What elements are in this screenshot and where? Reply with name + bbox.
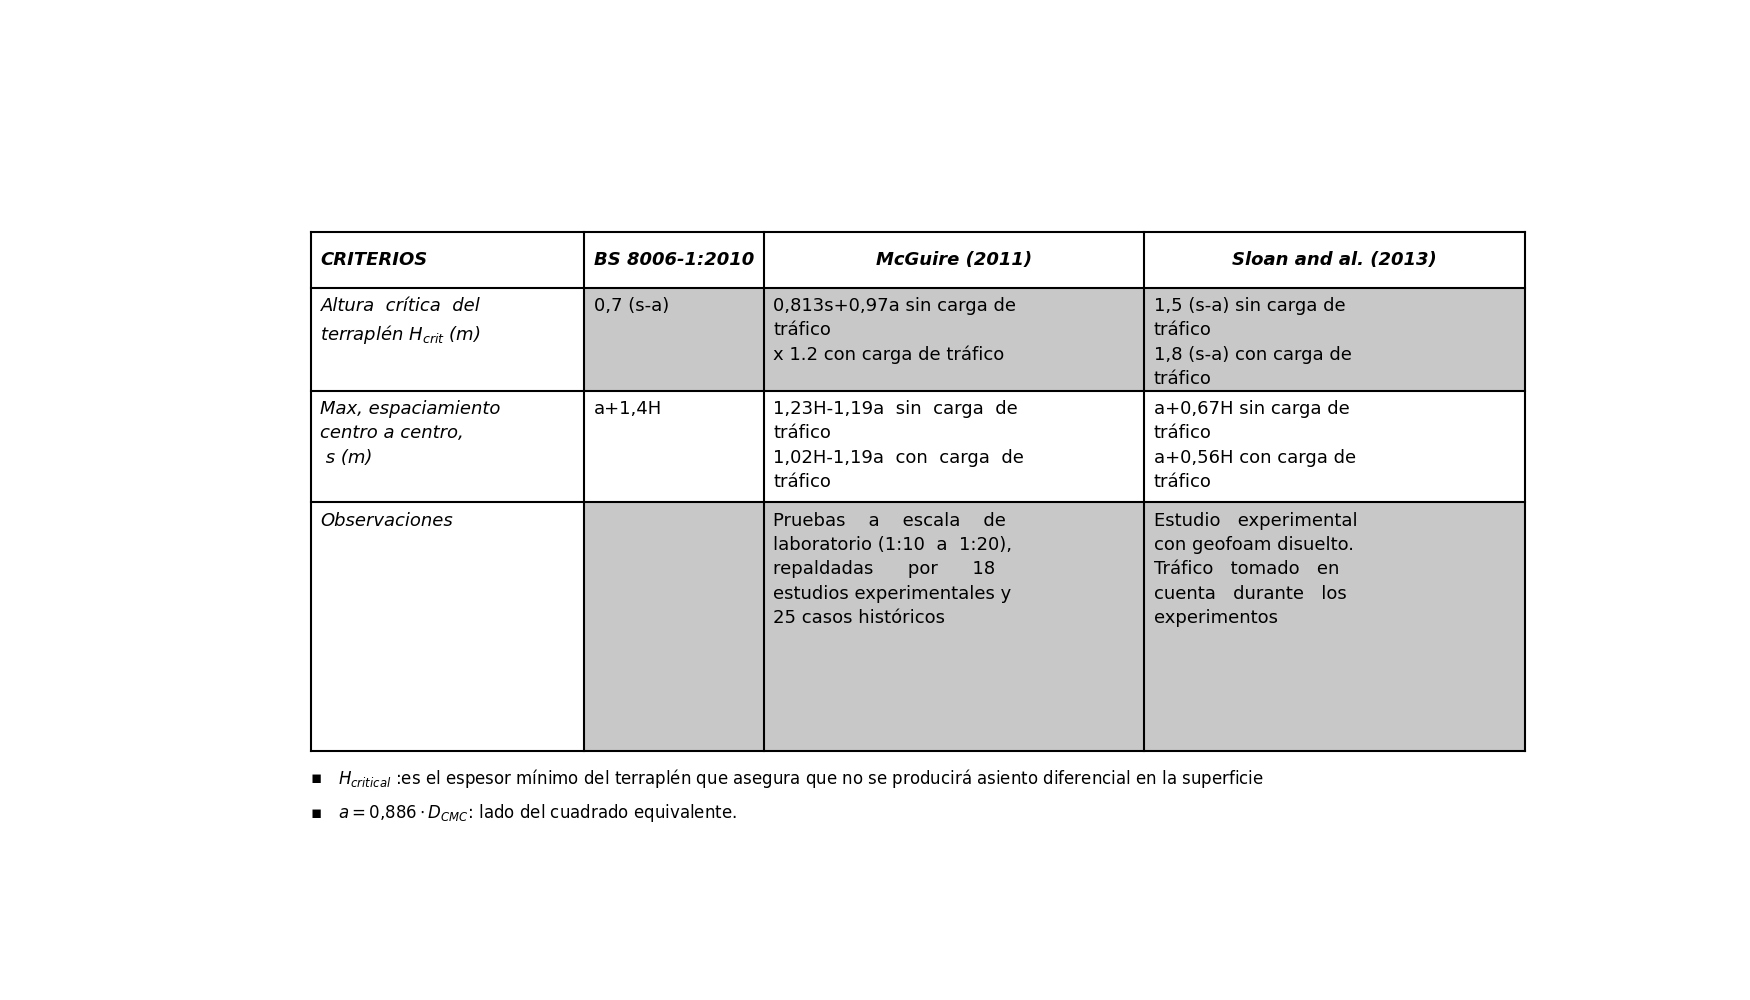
Bar (1144, 232, 1524, 288)
Text: Max, espaciamiento
centro a centro,
 s (m): Max, espaciamiento centro a centro, s (m… (320, 400, 500, 467)
Text: ▪: ▪ (312, 769, 322, 787)
Bar (312, 391, 584, 502)
Text: McGuire (2011): McGuire (2011) (877, 251, 1032, 269)
Text: $H_{critical}$ :es el espesor mínimo del terraplén que asegura que no se produci: $H_{critical}$ :es el espesor mínimo del… (338, 767, 1264, 790)
Bar (584, 232, 763, 288)
Text: 0,7 (s-a): 0,7 (s-a) (593, 297, 668, 315)
Bar (1144, 391, 1524, 502)
Text: 0,813s+0,97a sin carga de
tráfico
x 1.2 con carga de tráfico: 0,813s+0,97a sin carga de tráfico x 1.2 … (774, 297, 1017, 364)
Bar (584, 502, 763, 751)
Text: 1,5 (s-a) sin carga de
tráfico
1,8 (s-a) con carga de
tráfico: 1,5 (s-a) sin carga de tráfico 1,8 (s-a)… (1153, 297, 1351, 388)
Text: CRITERIOS: CRITERIOS (320, 251, 427, 269)
Bar (1144, 502, 1524, 751)
Bar (763, 288, 1144, 391)
Text: Altura  crítica  del
terraplén $H_{crit}$ (m): Altura crítica del terraplén $H_{crit}$ … (320, 297, 481, 346)
Bar (312, 232, 584, 288)
Text: Observaciones: Observaciones (320, 512, 453, 530)
Text: a+1,4H: a+1,4H (593, 400, 662, 418)
Bar (584, 288, 763, 391)
Text: BS 8006-1:2010: BS 8006-1:2010 (593, 251, 754, 269)
Bar (763, 502, 1144, 751)
Bar (763, 232, 1144, 288)
Text: ▪: ▪ (312, 804, 322, 822)
Text: $a = 0{,}886 \cdot D_{CMC}$: lado del cuadrado equivalente.: $a = 0{,}886 \cdot D_{CMC}$: lado del cu… (338, 802, 737, 824)
Bar (1144, 288, 1524, 391)
Bar (584, 391, 763, 502)
Text: a+0,67H sin carga de
tráfico
a+0,56H con carga de
tráfico: a+0,67H sin carga de tráfico a+0,56H con… (1153, 400, 1356, 491)
Text: Pruebas    a    escala    de
laboratorio (1:10  a  1:20),
repaldadas      por   : Pruebas a escala de laboratorio (1:10 a … (774, 512, 1011, 627)
Bar (312, 502, 584, 751)
Text: Estudio   experimental
con geofoam disuelto.
Tráfico   tomado   en
cuenta   dura: Estudio experimental con geofoam disuelt… (1153, 512, 1358, 627)
Text: Sloan and al. (2013): Sloan and al. (2013) (1232, 251, 1437, 269)
Bar (312, 288, 584, 391)
Text: 1,23H-1,19a  sin  carga  de
tráfico
1,02H-1,19a  con  carga  de
tráfico: 1,23H-1,19a sin carga de tráfico 1,02H-1… (774, 400, 1024, 491)
Bar (763, 391, 1144, 502)
